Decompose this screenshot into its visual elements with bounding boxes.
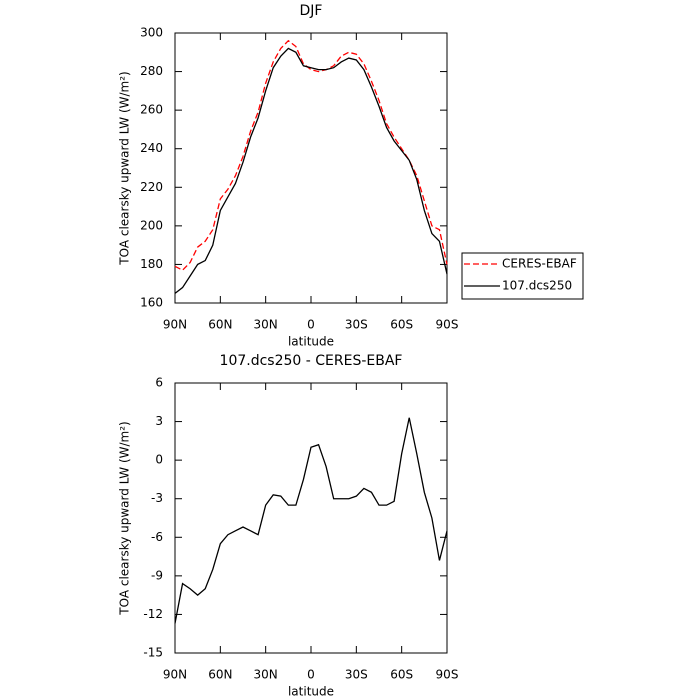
x-tick-label: 60N [208, 318, 232, 332]
y-tick-label: 260 [140, 103, 163, 117]
x-tick-label: 30S [345, 318, 368, 332]
x-axis-label: latitude [288, 685, 334, 699]
y-axis-label: TOA clearsky upward LW (W/m²) [118, 421, 132, 615]
y-tick-label: -12 [143, 607, 163, 621]
legend-box [461, 252, 584, 300]
data-line [174, 47, 448, 294]
y-tick-label: 240 [140, 141, 163, 155]
chart-title: DJF [300, 3, 323, 19]
y-tick-label: 3 [155, 414, 163, 428]
plot-frame [174, 382, 448, 654]
y-tick-label: 6 [155, 376, 163, 390]
data-line [174, 417, 448, 624]
x-tick-label: 90N [163, 318, 187, 332]
x-tick-label: 30S [345, 668, 368, 682]
y-tick-label: 200 [140, 218, 163, 232]
y-tick-label: 300 [140, 26, 163, 40]
x-tick-label: 30N [254, 318, 278, 332]
plot-frame [174, 32, 448, 304]
legend-label: 107.dcs250 [502, 279, 572, 293]
x-axis-label: latitude [288, 335, 334, 349]
y-tick-label: 180 [140, 257, 163, 271]
y-tick-label: -9 [151, 568, 163, 582]
y-tick-label: 160 [140, 296, 163, 310]
x-tick-label: 90S [436, 318, 459, 332]
x-tick-label: 60N [208, 668, 232, 682]
y-tick-label: -6 [151, 530, 163, 544]
y-tick-label: 280 [140, 64, 163, 78]
y-tick-label: -15 [143, 646, 163, 660]
x-tick-label: 60S [390, 668, 413, 682]
legend-label: CERES-EBAF [502, 257, 577, 271]
x-tick-label: 0 [307, 318, 315, 332]
x-tick-label: 90S [436, 668, 459, 682]
x-tick-label: 0 [307, 668, 315, 682]
y-tick-label: -3 [151, 491, 163, 505]
x-tick-label: 60S [390, 318, 413, 332]
y-axis-label: TOA clearsky upward LW (W/m²) [118, 71, 132, 265]
x-tick-label: 90N [163, 668, 187, 682]
y-tick-label: 0 [155, 453, 163, 467]
y-tick-label: 220 [140, 180, 163, 194]
chart-title: 107.dcs250 - CERES-EBAF [220, 353, 403, 369]
data-line [174, 39, 448, 272]
x-tick-label: 30N [254, 668, 278, 682]
